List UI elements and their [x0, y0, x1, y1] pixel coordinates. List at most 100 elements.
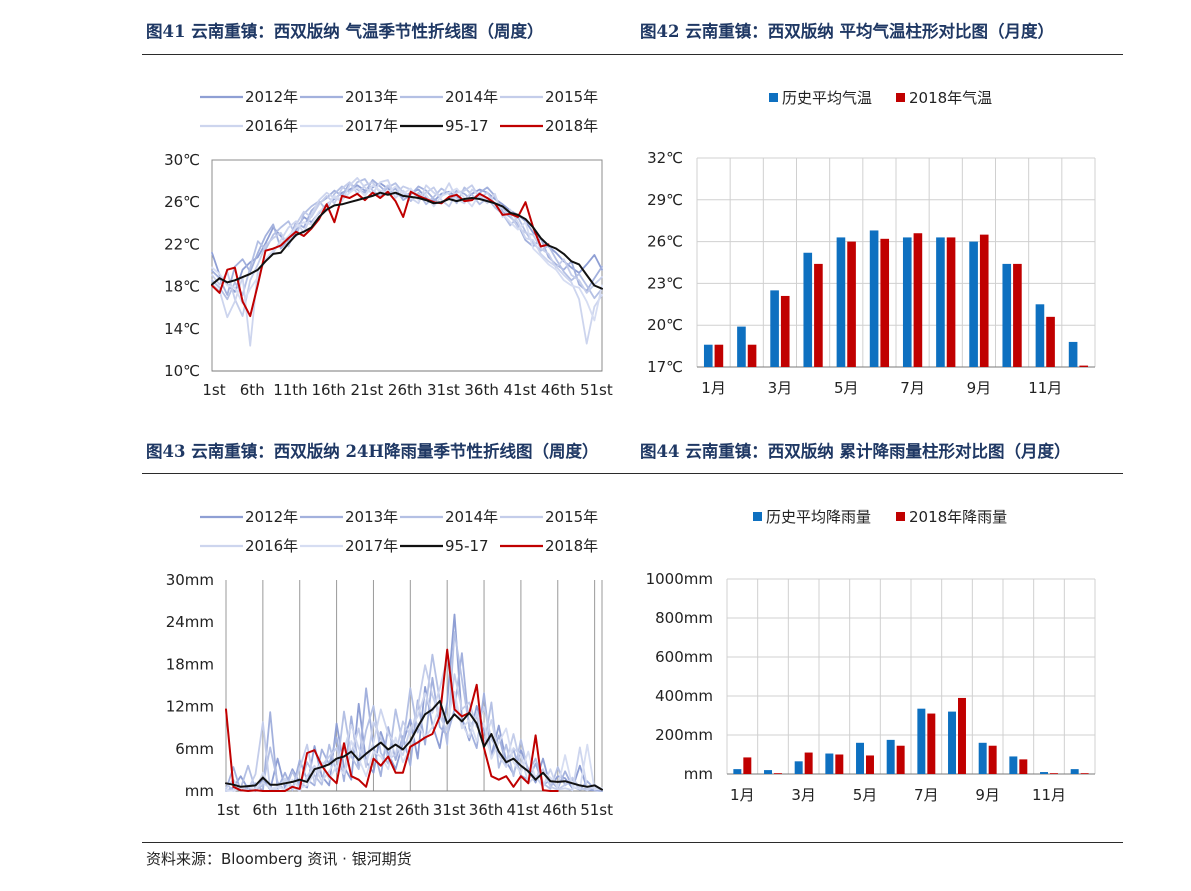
bar-2018-10月	[1019, 759, 1028, 774]
x-tick-label: 51st	[580, 381, 613, 399]
legend-label: 2018年	[545, 537, 598, 555]
bar-2018-4月	[814, 263, 823, 367]
legend-swatch-2018年气温	[896, 93, 905, 102]
bar-avg-9月	[969, 241, 978, 367]
bar-avg-11月	[1035, 304, 1045, 367]
y-tick-label: 23℃	[647, 274, 683, 292]
legend-label: 2015年	[545, 508, 598, 526]
y-tick-label: 1000mm	[646, 570, 713, 588]
bar-avg-4月	[825, 753, 834, 774]
legend-swatch-2018年降雨量	[896, 512, 905, 521]
y-tick-label: mm	[185, 782, 214, 800]
y-tick-label: 24mm	[166, 613, 214, 631]
bar-2018-7月	[913, 233, 923, 367]
legend-label: 2017年	[345, 117, 398, 135]
x-tick-label: 21st	[351, 381, 384, 399]
bar-2018-2月	[747, 344, 757, 367]
x-tick-label: 36th	[469, 801, 503, 819]
bar-2018-9月	[979, 234, 989, 367]
x-tick-label: 1月	[730, 786, 755, 804]
y-tick-label: 10℃	[164, 362, 200, 380]
bar-avg-1月	[733, 769, 742, 774]
y-tick-label: 29℃	[647, 191, 683, 209]
bar-avg-6月	[886, 739, 895, 774]
bar-avg-3月	[794, 761, 803, 774]
bar-2018-8月	[946, 237, 956, 367]
legend-label: 2012年	[245, 508, 298, 526]
legend-label: 2017年	[345, 537, 398, 555]
legend-label: 2014年	[445, 508, 498, 526]
series-line-2012年	[225, 613, 603, 792]
bar-2018-12月	[1079, 365, 1089, 367]
x-tick-label: 26th	[395, 801, 429, 819]
bar-avg-6月	[869, 230, 879, 367]
bar-2018-5月	[866, 755, 874, 774]
bottom-rule	[142, 842, 1123, 843]
x-tick-label: 11th	[284, 801, 318, 819]
legend-label: 2013年	[345, 508, 398, 526]
bar-avg-11月	[1040, 772, 1048, 774]
y-tick-label: 6mm	[175, 740, 214, 758]
y-tick-label: 14℃	[164, 320, 200, 338]
bar-avg-3月	[770, 290, 779, 367]
x-tick-label: 6th	[252, 801, 277, 819]
bar-avg-8月	[936, 237, 945, 367]
middle-rule	[142, 473, 1123, 474]
legend-label: 2018年气温	[909, 89, 992, 107]
legend-label: 2014年	[445, 88, 498, 106]
y-tick-label: 32℃	[647, 149, 683, 167]
x-tick-label: 46th	[541, 381, 575, 399]
legend-label: 2016年	[245, 537, 298, 555]
x-tick-label: 46th	[543, 801, 577, 819]
bar-avg-2月	[764, 770, 772, 774]
legend-swatch-历史平均气温	[769, 93, 778, 102]
fig44-title: 图44 云南重镇：西双版纳 累计降雨量柱形对比图（月度）	[640, 442, 1071, 461]
fig42-title: 图42 云南重镇：西双版纳 平均气温柱形对比图（月度）	[640, 22, 1054, 41]
y-tick-label: 400mm	[655, 687, 713, 705]
series-line-95-17	[211, 191, 603, 290]
legend-label: 2015年	[545, 88, 598, 106]
x-tick-label: 11th	[273, 381, 307, 399]
bar-2018-11月	[1050, 773, 1058, 774]
x-tick-label: 7月	[914, 786, 939, 804]
series-line-2015年	[211, 181, 603, 318]
fig43-title: 图43 云南重镇：西双版纳 24H降雨量季节性折线图（周度）	[146, 442, 599, 461]
bar-avg-4月	[803, 252, 813, 367]
series-line-2012年	[211, 182, 603, 293]
legend-label: 历史平均气温	[782, 89, 872, 107]
y-tick-label: 200mm	[655, 726, 713, 744]
bar-2018-8月	[958, 697, 966, 774]
x-tick-label: 16th	[321, 801, 355, 819]
series-line-2014年	[225, 631, 603, 792]
x-tick-label: 7月	[900, 379, 925, 397]
legend-label: 2018年降雨量	[909, 508, 1007, 526]
x-tick-label: 11月	[1032, 786, 1066, 804]
x-tick-label: 16th	[311, 381, 345, 399]
y-tick-label: 18mm	[166, 655, 214, 673]
bar-2018-3月	[804, 752, 813, 774]
x-tick-label: 31st	[427, 381, 460, 399]
legend-label: 2013年	[345, 88, 398, 106]
y-tick-label: 30℃	[164, 151, 200, 169]
top-rule	[142, 54, 1123, 55]
bar-avg-10月	[1002, 263, 1012, 367]
bar-avg-10月	[1009, 756, 1018, 774]
bar-2018-12月	[1080, 773, 1089, 774]
source-note: 资料来源：Bloomberg 资讯 · 银河期货	[146, 850, 412, 868]
legend-swatch-历史平均降雨量	[753, 512, 762, 521]
y-tick-label: 12mm	[166, 698, 214, 716]
x-tick-label: 6th	[240, 381, 265, 399]
bar-avg-5月	[856, 742, 864, 774]
bar-2018-2月	[774, 773, 782, 774]
legend-label: 95-17	[445, 117, 489, 135]
x-tick-label: 1月	[701, 379, 726, 397]
bar-2018-1月	[714, 344, 724, 367]
y-tick-label: 22℃	[164, 235, 200, 253]
x-tick-label: 3月	[768, 379, 793, 397]
bar-2018-4月	[835, 754, 844, 774]
x-tick-label: 36th	[464, 381, 498, 399]
x-tick-label: 31st	[433, 801, 466, 819]
x-tick-label: 26th	[388, 381, 422, 399]
bar-avg-5月	[836, 237, 846, 367]
